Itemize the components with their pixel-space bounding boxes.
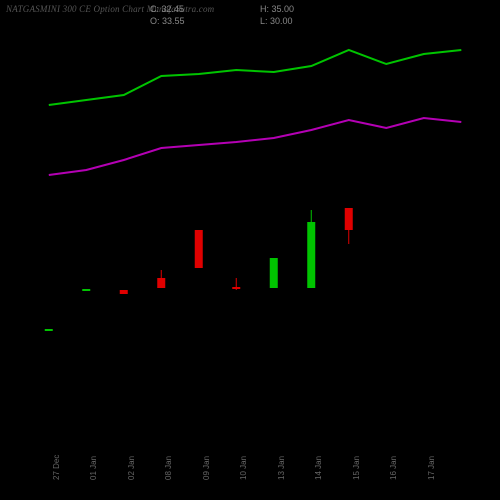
x-tick-label: 02 Jan — [127, 456, 136, 480]
candle-body — [157, 278, 165, 288]
candle-body — [195, 230, 203, 268]
x-tick-label: 13 Jan — [277, 456, 286, 480]
x-tick-label: 15 Jan — [352, 456, 361, 480]
x-tick-label: 10 Jan — [239, 456, 248, 480]
x-tick-label: 01 Jan — [89, 456, 98, 480]
series-line — [49, 50, 462, 105]
x-tick-label: 08 Jan — [164, 456, 173, 480]
candle-body — [270, 258, 278, 288]
candle-body — [307, 222, 315, 288]
series-line — [49, 118, 462, 175]
x-tick-label: 17 Jan — [427, 456, 436, 480]
x-tick-label: 14 Jan — [314, 456, 323, 480]
x-tick-label: 27 Dec — [52, 455, 61, 480]
chart-canvas — [0, 0, 500, 500]
candle-body — [232, 287, 240, 289]
x-tick-label: 16 Jan — [389, 456, 398, 480]
candle-body — [45, 329, 53, 331]
x-tick-label: 09 Jan — [202, 456, 211, 480]
candle-body — [82, 289, 90, 291]
candle-body — [345, 208, 353, 230]
candle-body — [120, 290, 128, 294]
